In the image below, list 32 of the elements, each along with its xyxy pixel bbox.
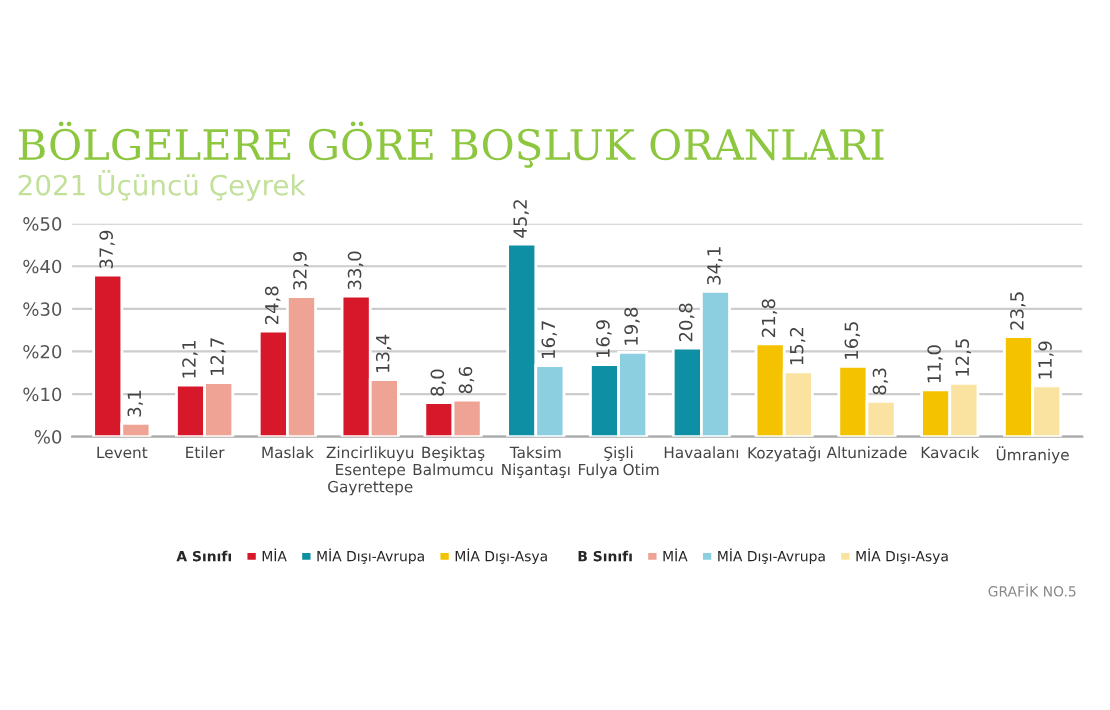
y-tick-label: %0 <box>34 430 62 444</box>
data-label: 19,8 <box>624 307 640 345</box>
data-label: 24,8 <box>264 286 281 325</box>
data-label: 12,5 <box>955 339 971 376</box>
data-label: 37,9 <box>99 230 115 269</box>
y-tick-label: %50 <box>23 217 62 231</box>
data-label: 21,8 <box>761 299 778 337</box>
data-label: 12,1 <box>182 341 198 378</box>
data-label: 12,7 <box>210 338 226 376</box>
data-label: 11,0 <box>927 345 943 383</box>
chart-title: BÖLGELERE GÖRE BOŞLUK ORANLARI <box>18 121 884 168</box>
y-tick-label: %20 <box>23 344 62 359</box>
y-tick-label: %40 <box>23 259 62 274</box>
y-tick-label: %30 <box>23 302 62 316</box>
y-tick-label: %10 <box>23 387 62 402</box>
data-label: 32,9 <box>293 252 309 290</box>
data-label: 33,0 <box>347 251 364 290</box>
data-label: 15,2 <box>789 327 806 365</box>
data-label: 16,7 <box>541 321 557 358</box>
data-label: 11,9 <box>1038 341 1054 379</box>
data-label: 23,5 <box>1010 292 1026 330</box>
data-label: 16,5 <box>844 322 860 359</box>
data-label: 8,6 <box>458 366 475 394</box>
chart-subtitle: 2021 Üçüncü Çeyrek <box>18 169 306 202</box>
data-label: 13,4 <box>375 334 392 373</box>
data-label: 3,1 <box>127 390 143 417</box>
data-label: 45,2 <box>513 200 529 238</box>
data-label: 20,8 <box>678 303 695 342</box>
data-label: 16,9 <box>596 320 612 358</box>
data-label: 34,1 <box>707 247 723 285</box>
data-label: 8,0 <box>430 369 447 396</box>
data-label: 8,3 <box>872 368 889 395</box>
